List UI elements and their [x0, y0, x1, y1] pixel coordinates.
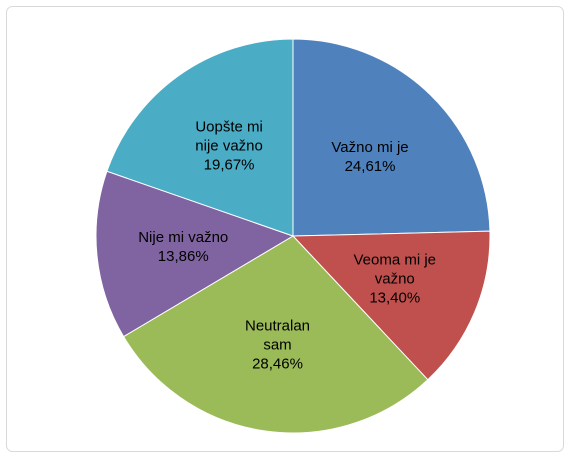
pie-slice [292, 38, 491, 237]
data-label: Neutralan sam 28,46% [232, 317, 324, 374]
value-label: 13,40% [369, 289, 421, 307]
value-label: 13,86% [157, 248, 209, 266]
value-label: 28,46% [252, 355, 303, 373]
pie-slice [291, 230, 491, 381]
pie-slice [122, 235, 429, 434]
category-label: Uopšte mi nije važno [195, 118, 263, 155]
data-label: Veoma mi je važno 13,40% [349, 250, 441, 307]
category-label: Važno mi je [331, 139, 409, 157]
data-label: Važno mi je 24,61% [324, 138, 416, 176]
data-label: Uopšte mi nije važno 19,67% [183, 118, 275, 175]
category-label: Veoma mi je važno [353, 251, 437, 288]
value-label: 24,61% [344, 158, 396, 176]
category-label: Nije mi važno [138, 229, 229, 247]
value-label: 19,67% [203, 156, 255, 174]
category-label: Neutralan sam [244, 317, 311, 354]
data-label: Nije mi važno 13,86% [137, 228, 229, 266]
pie-slice [106, 38, 294, 237]
pie-slice [95, 170, 295, 338]
